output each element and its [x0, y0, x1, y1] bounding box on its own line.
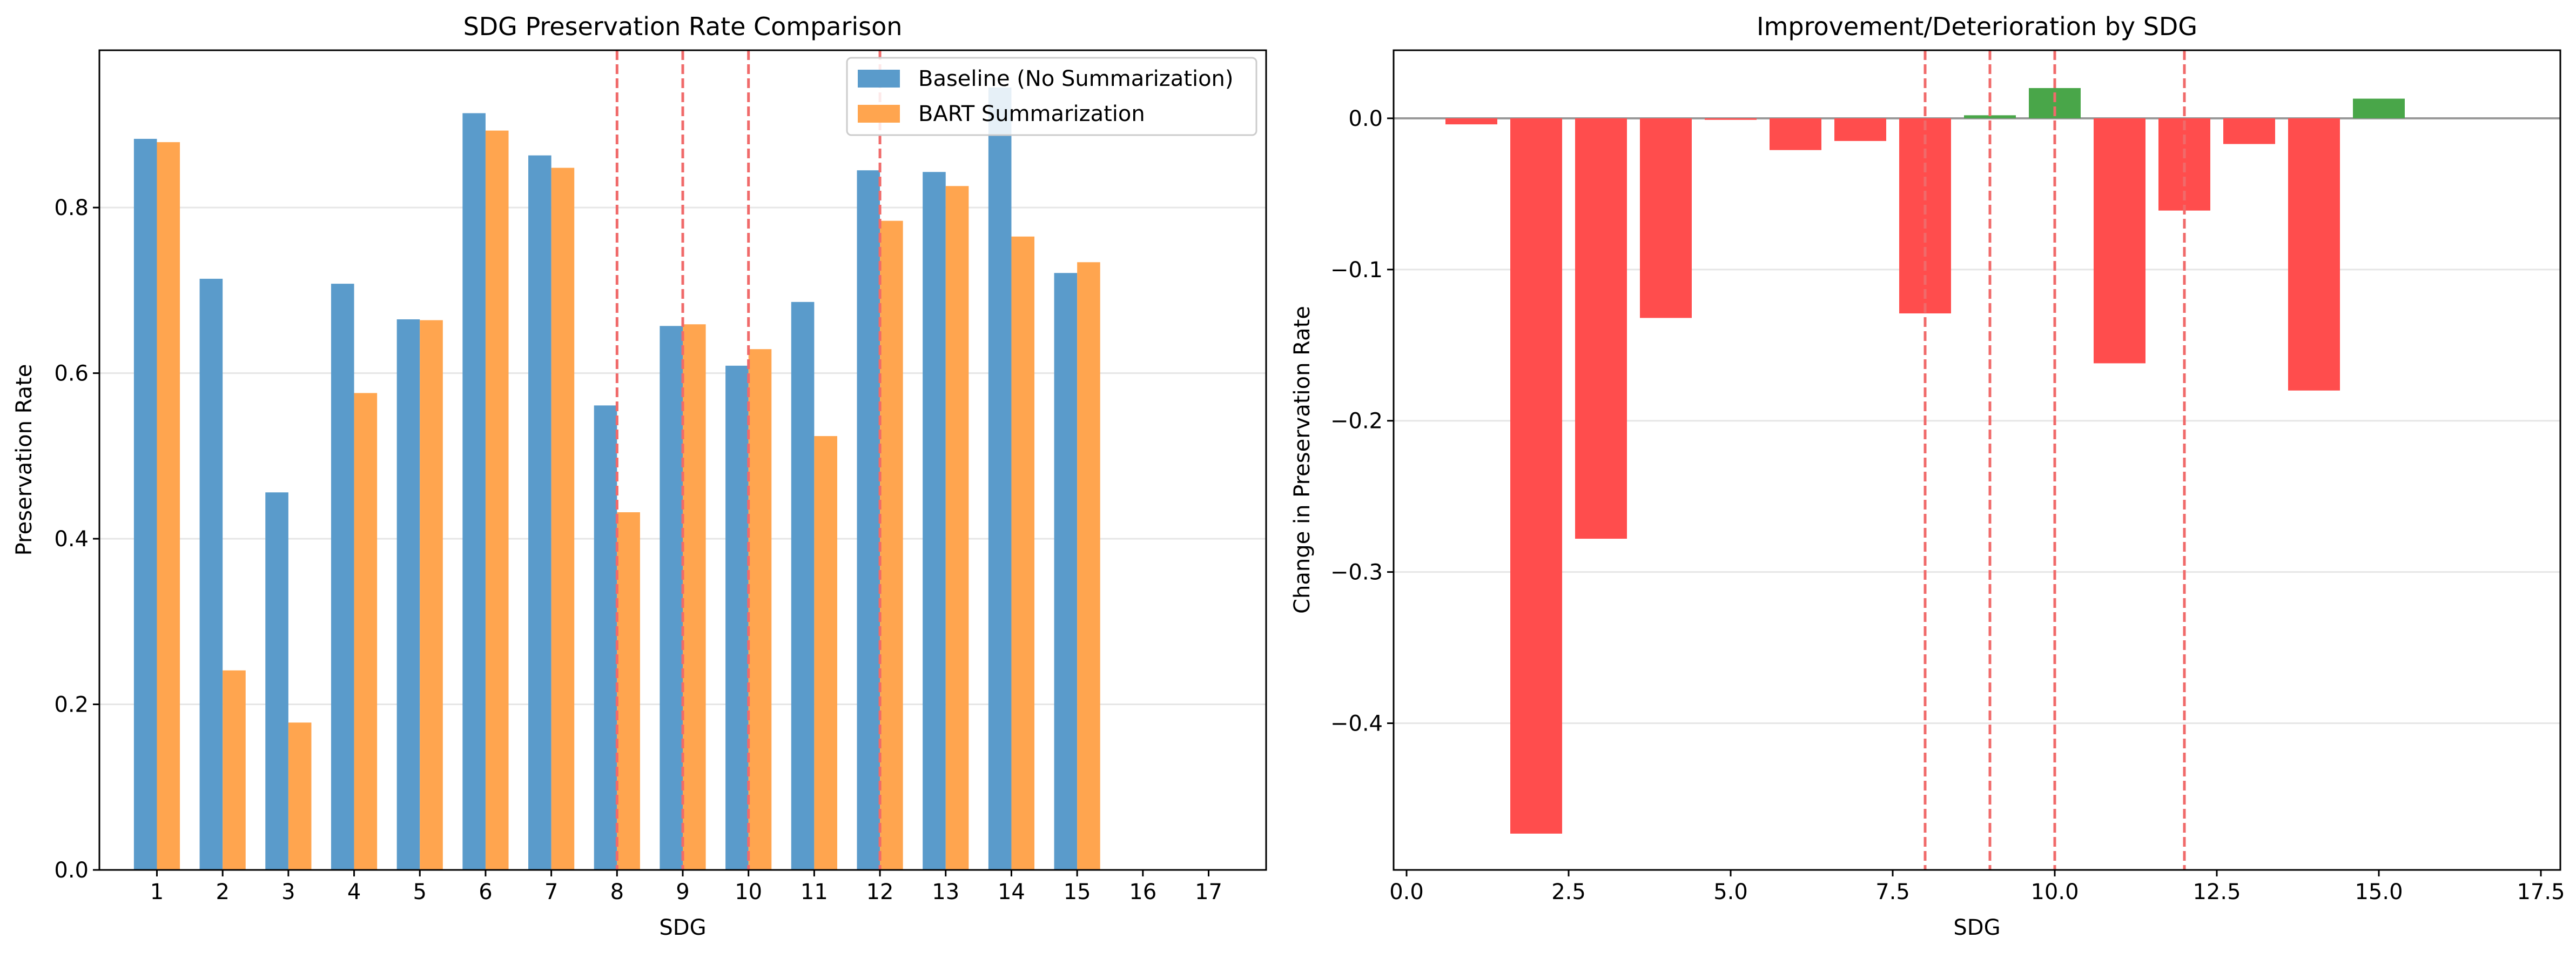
right-xtick-label: 0.0	[1389, 880, 1424, 905]
left-bar-baseline	[923, 172, 946, 870]
left-xtick-label: 8	[610, 880, 624, 905]
right-xtick-label: 15.0	[2355, 880, 2403, 905]
left-bar-baseline	[331, 284, 354, 870]
left-chart: 0.00.20.40.60.8 1 2 3 4 5 6 7 8 9 10 11 12 13 14 15 16 1…	[12, 12, 1267, 940]
left-xtick-label: 7	[544, 880, 558, 905]
left-bar-baseline	[396, 319, 420, 870]
left-xtick-label: 17	[1195, 880, 1222, 905]
left-bar-baseline	[791, 302, 815, 870]
right-ytick-label: −0.2	[1330, 409, 1383, 434]
left-bar-baseline	[660, 326, 683, 870]
right-bar-deterioration	[1445, 118, 1497, 125]
legend-label-baseline: Baseline (No Summarization)	[918, 66, 1234, 91]
left-xtick-label: 11	[801, 880, 828, 905]
left-xtick-label: 10	[735, 880, 762, 905]
right-ytick-label: −0.4	[1330, 712, 1383, 736]
left-xtick-label: 13	[932, 880, 959, 905]
right-bar-deterioration	[2288, 118, 2340, 391]
left-xtick-label: 3	[281, 880, 295, 905]
left-bar-bart	[880, 220, 903, 870]
right-y-axis-label: Change in Preservation Rate	[1290, 306, 1315, 614]
right-chart: 0.0 −0.1 −0.2 −0.3 −0.4 0.0 2.5 5.0 7.5 10.0 12.5…	[1290, 12, 2565, 940]
left-ytick-label: 0.8	[54, 196, 89, 220]
left-xtick-label: 6	[479, 880, 492, 905]
right-ytick-label: 0.0	[1348, 106, 1383, 131]
legend-swatch-baseline	[858, 70, 900, 88]
left-bar-baseline	[265, 492, 288, 870]
left-bar-bart	[617, 512, 640, 870]
left-bar-bart	[551, 168, 575, 870]
left-bar-baseline	[462, 113, 486, 870]
left-bar-baseline	[857, 170, 880, 870]
right-plot-frame	[1393, 49, 2561, 871]
left-xtick-label: 1	[150, 880, 164, 905]
left-bar-bart	[814, 436, 837, 870]
left-bar-bart	[485, 130, 509, 870]
left-bar-baseline	[528, 155, 551, 870]
left-bar-bart	[223, 670, 246, 870]
right-bar-improvement	[2353, 98, 2405, 118]
left-xtick-label: 5	[413, 880, 427, 905]
legend-frame	[846, 57, 1257, 136]
right-chart-title: Improvement/Deterioration by SDG	[1757, 12, 2197, 41]
right-bar-deterioration	[1640, 118, 1692, 318]
left-xtick-label: 12	[866, 880, 894, 905]
right-bar-deterioration	[1834, 118, 1886, 141]
left-xtick-label: 2	[216, 880, 229, 905]
right-xtick-label: 5.0	[1713, 880, 1748, 905]
left-bar-bart	[1077, 262, 1100, 870]
left-bar-bart	[157, 142, 180, 870]
right-bar-deterioration	[1770, 118, 1821, 150]
right-bar-deterioration	[2094, 118, 2145, 364]
left-xtick-label: 16	[1129, 880, 1156, 905]
left-xtick-label: 4	[347, 880, 361, 905]
legend-swatch-bart	[858, 105, 900, 123]
right-bar-deterioration	[1705, 118, 1757, 120]
left-xtick-label: 14	[998, 880, 1025, 905]
left-bar-baseline	[725, 365, 749, 870]
left-bar-bart	[354, 393, 378, 870]
right-xtick-label: 7.5	[1875, 880, 1910, 905]
right-bar-deterioration	[1575, 118, 1627, 539]
right-ytick-label: −0.1	[1330, 258, 1383, 283]
left-bar-baseline	[594, 405, 617, 870]
left-bar-bart	[1011, 236, 1035, 870]
left-bar-bart	[420, 320, 443, 870]
right-xtick-label: 2.5	[1551, 880, 1586, 905]
right-xtick-label: 10.0	[2030, 880, 2079, 905]
left-bar-baseline	[988, 87, 1012, 870]
left-bar-bart	[683, 324, 706, 870]
right-ytick-label: −0.3	[1330, 560, 1383, 585]
left-xtick-label: 15	[1064, 880, 1091, 905]
left-bar-bart	[748, 349, 772, 870]
left-legend: Baseline (No Summarization) BART Summari…	[846, 57, 1257, 136]
right-bar-deterioration	[2223, 118, 2275, 144]
right-xtick-label: 17.5	[2517, 880, 2565, 905]
left-bar-baseline	[199, 278, 223, 870]
left-bar-baseline	[1054, 273, 1078, 870]
left-bar-bart	[288, 722, 312, 870]
left-ytick-label: 0.0	[54, 858, 89, 883]
left-xtick-label: 9	[676, 880, 689, 905]
legend-label-bart: BART Summarization	[918, 102, 1145, 126]
left-bar-bart	[945, 186, 969, 870]
left-ytick-label: 0.2	[54, 693, 89, 718]
left-y-axis-label: Preservation Rate	[12, 364, 37, 556]
left-ytick-label: 0.6	[54, 361, 89, 386]
left-ytick-label: 0.4	[54, 527, 89, 552]
left-chart-title: SDG Preservation Rate Comparison	[463, 12, 903, 41]
left-x-axis-label: SDG	[659, 915, 706, 940]
right-x-axis-label: SDG	[1953, 915, 2000, 940]
right-xtick-label: 12.5	[2192, 880, 2241, 905]
right-bar-deterioration	[1510, 118, 1562, 834]
right-bar-improvement	[1964, 115, 2016, 118]
left-bar-baseline	[133, 138, 157, 870]
